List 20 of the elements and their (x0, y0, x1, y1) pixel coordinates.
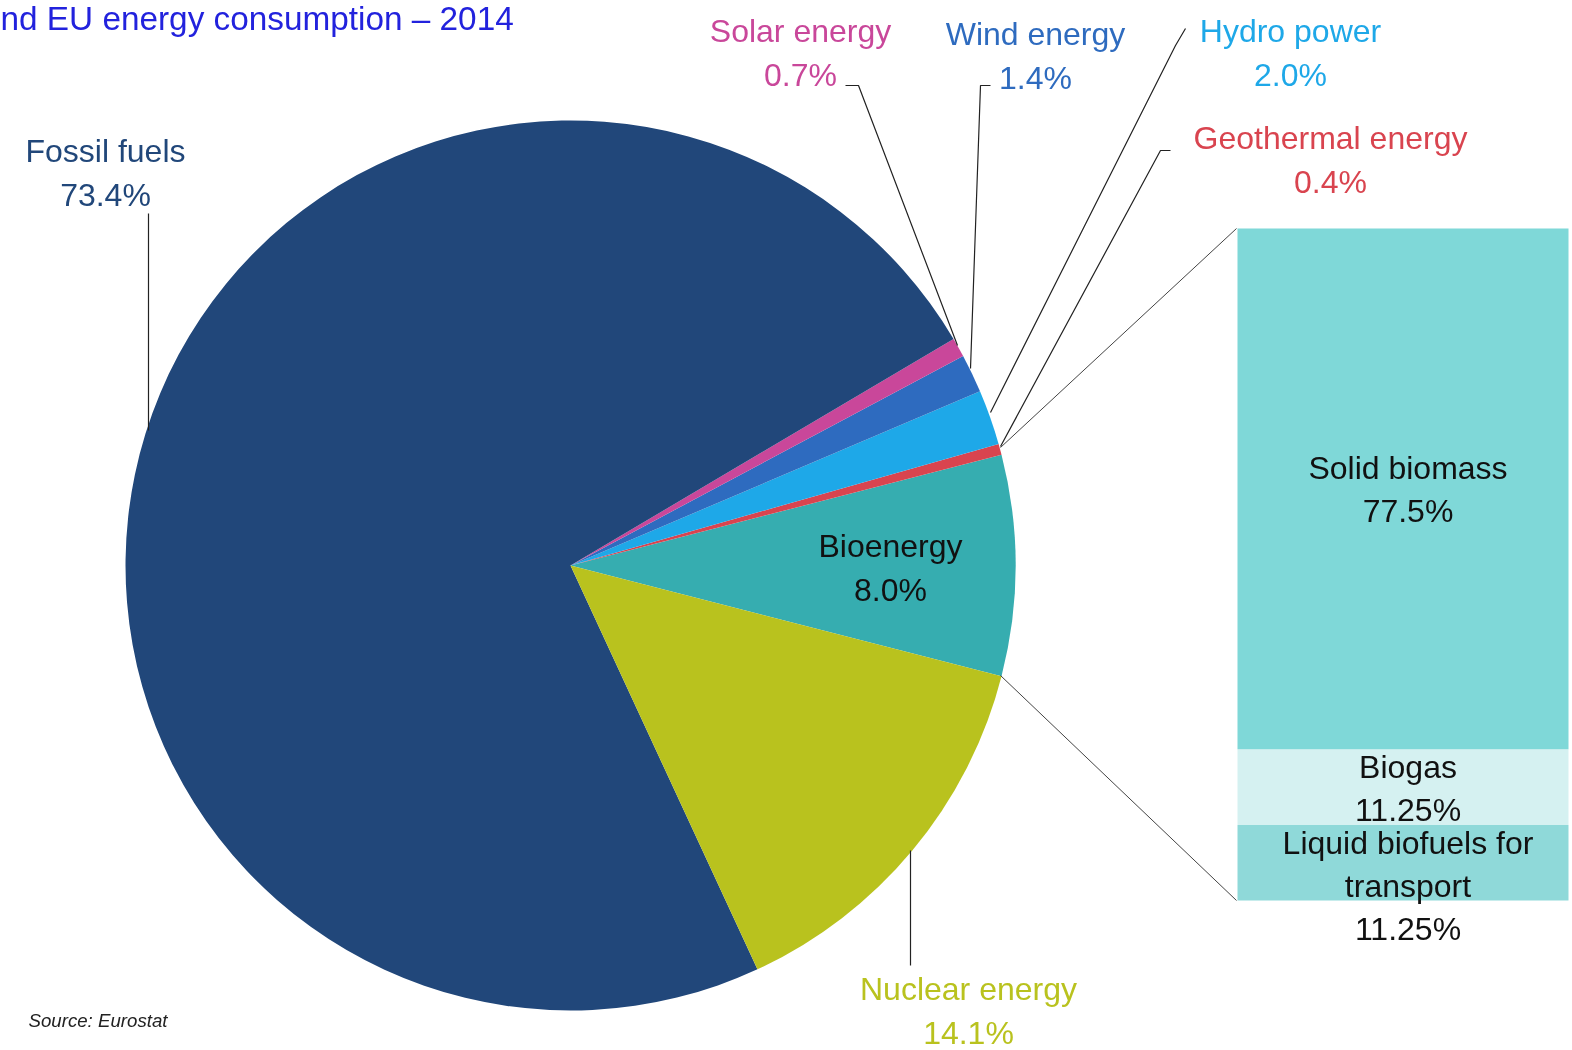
data-label: 73.4% (60, 176, 151, 213)
slice-label: Solar energy (709, 12, 892, 49)
data-label: 14.1% (923, 1014, 1014, 1050)
slice-label: Geothermal energy (1193, 119, 1468, 156)
series-label: Solid biomass (1308, 449, 1508, 486)
chart-title: nd EU energy consumption – 2014 (0, 0, 514, 37)
series-label: Biogas (1359, 749, 1457, 786)
slice-label: Hydro power (1199, 12, 1382, 49)
data-label: 0.7% (764, 56, 837, 93)
data-label: 8.0% (854, 571, 927, 608)
slice-label: Nuclear energy (860, 970, 1077, 1007)
slice-label: Bioenergy (818, 527, 963, 564)
data-label: 1.4% (999, 59, 1072, 96)
slice-label: Fossil fuels (25, 132, 186, 169)
slice-label: Wind energy (945, 15, 1126, 52)
data-label: 11.25% (1354, 910, 1462, 947)
data-label: 77.5% (1362, 492, 1454, 529)
data-label: 0.4% (1294, 163, 1367, 200)
source-note: Source: Eurostat (28, 1010, 169, 1031)
data-label: 2.0% (1254, 56, 1327, 93)
